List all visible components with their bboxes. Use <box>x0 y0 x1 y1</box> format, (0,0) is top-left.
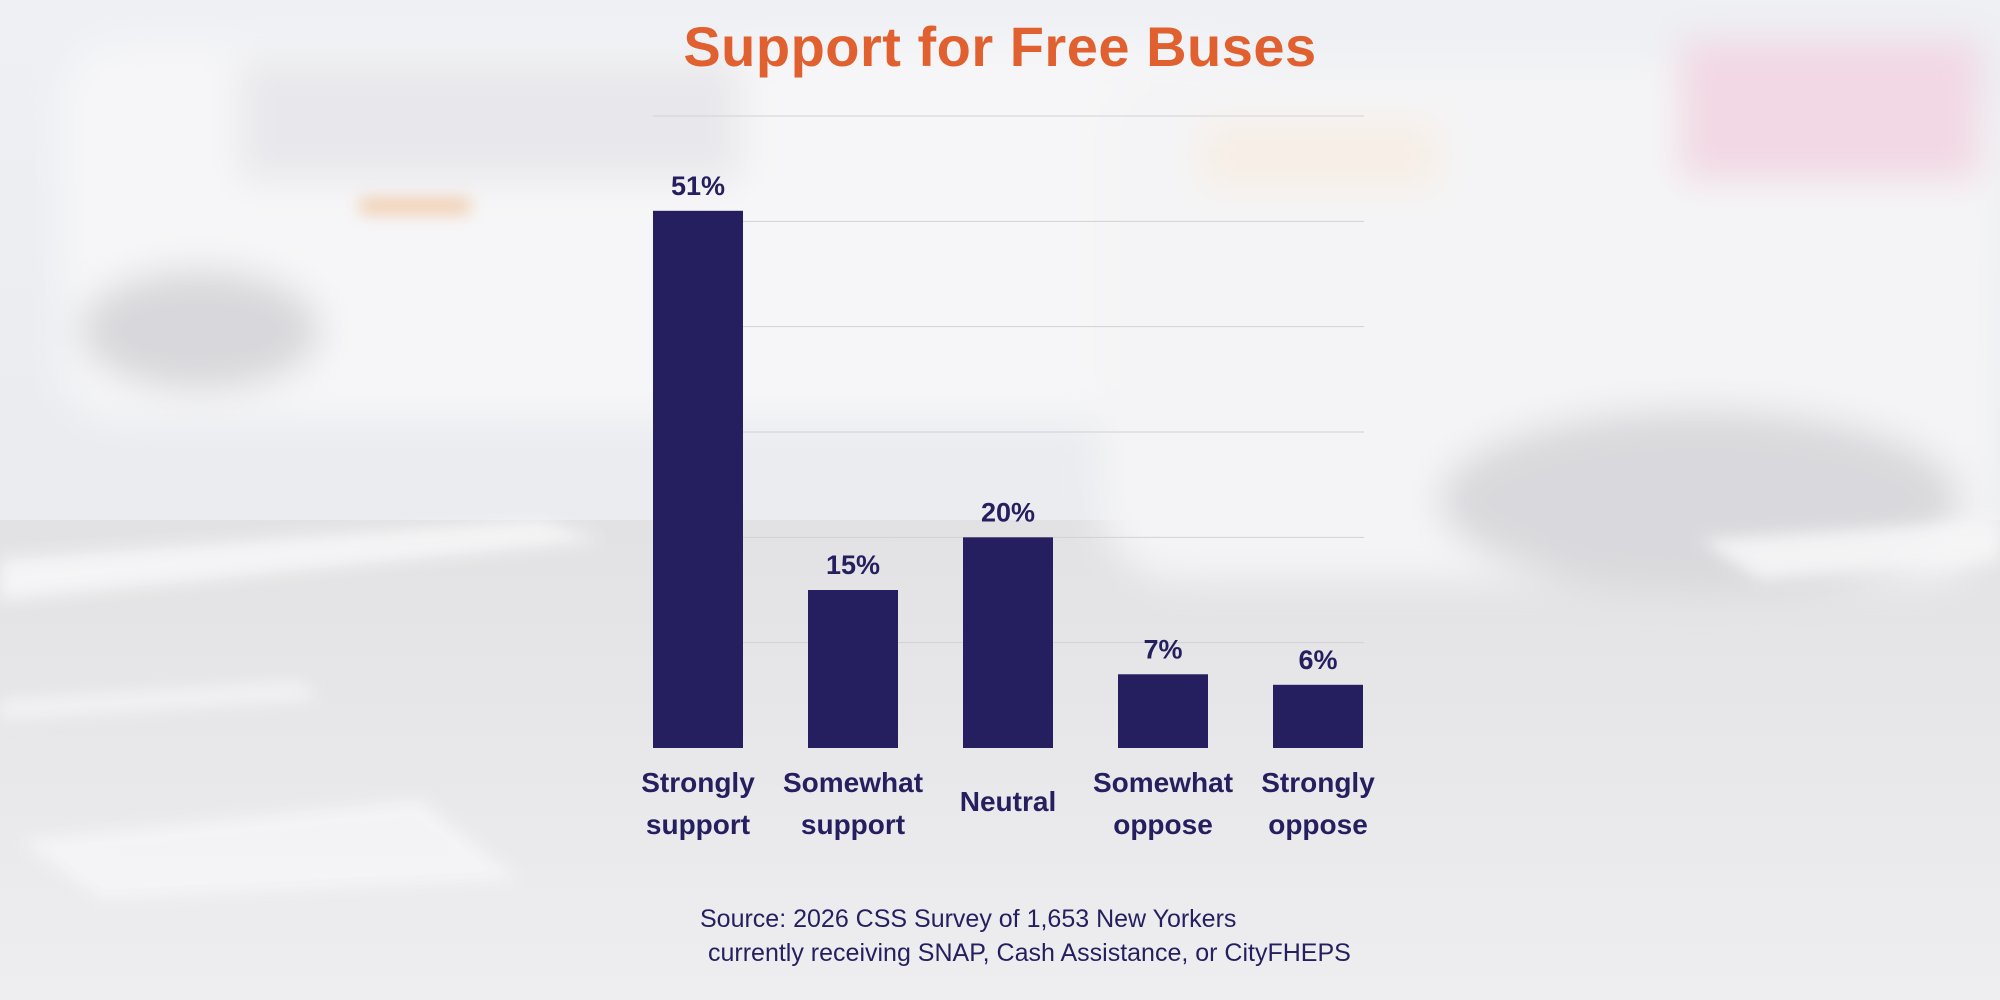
labels: 51% Strongly support 15% Somewhat support 20% N… <box>641 171 1375 840</box>
value-label-3: 20% <box>981 497 1035 527</box>
category-label-line: Strongly <box>641 767 755 798</box>
category-label-1: Strongly support <box>641 767 755 840</box>
category-label-line: oppose <box>1268 809 1368 840</box>
category-label-line: Neutral <box>960 786 1056 817</box>
category-label-3: Neutral <box>960 786 1056 817</box>
value-label-4: 7% <box>1143 634 1182 664</box>
value-label-2: 15% <box>826 550 880 580</box>
category-label-5: Strongly oppose <box>1261 767 1375 840</box>
chart-title: Support for Free Buses <box>683 15 1317 78</box>
bar-3 <box>963 537 1053 748</box>
bar-2 <box>808 590 898 748</box>
category-label-2: Somewhat support <box>783 767 923 840</box>
bars <box>653 210 1363 749</box>
bar-5 <box>1273 684 1363 748</box>
category-label-line: Somewhat <box>1093 767 1233 798</box>
category-label-line: oppose <box>1113 809 1213 840</box>
category-label-line: Somewhat <box>783 767 923 798</box>
source-line-2: currently receiving SNAP, Cash Assistanc… <box>708 939 1351 967</box>
value-label-1: 51% <box>671 171 725 201</box>
category-label-line: support <box>646 809 750 840</box>
source-note: Source: 2026 CSS Survey of 1,653 New Yor… <box>700 902 1351 970</box>
source-line-1: Source: 2026 CSS Survey of 1,653 New Yor… <box>700 905 1237 933</box>
category-label-line: support <box>801 809 905 840</box>
category-label-line: Strongly <box>1261 767 1375 798</box>
category-label-4: Somewhat oppose <box>1093 767 1233 840</box>
bar-4 <box>1118 674 1208 748</box>
bar-1 <box>653 210 743 749</box>
value-label-5: 6% <box>1298 645 1337 675</box>
